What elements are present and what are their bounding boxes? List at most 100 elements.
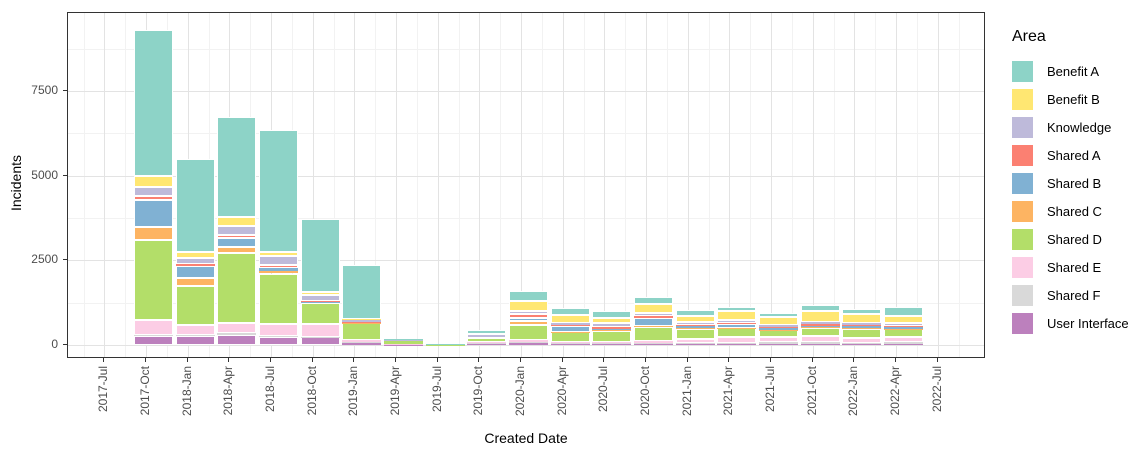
bar-segment xyxy=(134,175,173,187)
bar-segment xyxy=(134,199,173,227)
bar-segment xyxy=(467,337,507,342)
gridline-major-vertical xyxy=(896,13,897,357)
bar-segment xyxy=(134,319,173,335)
gridline-major-vertical xyxy=(687,13,689,357)
bar-segment xyxy=(300,300,340,302)
x-tick-label: 2019-Jan xyxy=(346,366,361,417)
bar-segment xyxy=(884,336,923,343)
bar-segment xyxy=(342,323,382,341)
bar-segment xyxy=(675,329,715,339)
bar-segment xyxy=(550,315,590,323)
gridline-major-horizontal xyxy=(68,345,984,346)
bar-segment xyxy=(509,300,548,311)
bar-segment xyxy=(217,234,257,238)
gridline-minor-vertical xyxy=(541,13,543,357)
bar-segment xyxy=(759,342,798,344)
bar-segment xyxy=(300,302,340,303)
legend-item: Shared A xyxy=(1012,144,1140,166)
legend-swatch xyxy=(1012,256,1033,278)
bar-segment xyxy=(217,253,257,324)
bar-segment xyxy=(717,343,757,345)
gridline-minor-vertical xyxy=(708,13,710,357)
bar-segment xyxy=(675,328,715,330)
gridline-major-vertical xyxy=(312,13,314,357)
bar-segment xyxy=(759,317,798,325)
bar-segment xyxy=(425,344,465,345)
x-tick-label: 2020-Apr xyxy=(554,366,569,416)
bar-segment xyxy=(259,323,298,337)
bar-segment xyxy=(592,323,632,327)
gridline-major-vertical xyxy=(104,13,106,357)
legend-item-label: Shared E xyxy=(1047,259,1102,275)
bar-segment xyxy=(759,312,798,318)
y-tick-mark xyxy=(63,344,67,345)
bar-segment xyxy=(134,186,173,196)
bar-segment xyxy=(134,195,173,200)
y-tick-mark xyxy=(63,259,67,261)
legend-item: Shared F xyxy=(1012,284,1140,306)
bar-segment xyxy=(717,323,757,324)
gridline-minor-vertical xyxy=(333,13,335,357)
gridline-minor-horizontal xyxy=(68,48,984,50)
gridline-minor-vertical xyxy=(958,13,960,357)
bar-segment xyxy=(259,251,298,256)
bar-segment xyxy=(592,343,632,344)
legend-swatch xyxy=(1012,172,1033,194)
x-tick-label: 2017-Jul xyxy=(96,366,111,413)
gridline-major-vertical xyxy=(729,13,731,357)
legend-swatch xyxy=(1012,88,1033,110)
bar-segment xyxy=(300,336,340,338)
bar-segment xyxy=(509,342,548,345)
bar-segment xyxy=(259,273,298,324)
bar-segment xyxy=(384,338,423,340)
bar-segment xyxy=(634,317,673,327)
bar-segment xyxy=(425,344,465,346)
bar-segment xyxy=(800,325,840,328)
x-tick-label: 2021-Jul xyxy=(763,366,777,413)
legend-item-label: Knowledge xyxy=(1047,119,1112,135)
legend-item-label: Benefit A xyxy=(1047,63,1100,79)
x-tick-mark xyxy=(603,358,605,362)
bar-segment xyxy=(175,286,215,326)
bar-segment xyxy=(467,344,507,345)
bar-segment xyxy=(759,327,798,329)
bar-segment xyxy=(342,321,382,323)
bar-segment xyxy=(634,343,673,345)
x-tick-label: 2022-Jan xyxy=(846,366,861,417)
x-tick-mark xyxy=(853,358,855,362)
bar-segment xyxy=(759,329,798,331)
bar-segment xyxy=(842,309,882,315)
bar-segment xyxy=(842,314,882,323)
bar-segment xyxy=(634,297,673,304)
bar-segment xyxy=(717,306,757,312)
bar-segment xyxy=(675,343,715,345)
legend-swatch xyxy=(1012,60,1033,82)
x-tick-mark xyxy=(770,358,771,362)
gridline-major-vertical xyxy=(604,13,606,357)
bar-segment xyxy=(217,334,257,345)
gridline-minor-horizontal xyxy=(68,217,984,219)
bar-segment xyxy=(884,315,923,323)
bar-segment xyxy=(134,240,173,320)
gridline-major-vertical xyxy=(479,13,481,357)
bar-segment xyxy=(384,343,423,345)
gridline-major-vertical xyxy=(562,13,564,357)
gridline-major-vertical xyxy=(854,13,856,357)
bar-segment xyxy=(259,336,298,338)
gridline-major-vertical xyxy=(812,13,814,357)
bar-segment xyxy=(800,305,840,311)
bar-segment xyxy=(342,342,382,343)
legend-item-label: Shared C xyxy=(1047,203,1102,219)
x-tick-mark xyxy=(436,358,438,362)
legend-items: Benefit A Benefit B Knowledge Shared A Share… xyxy=(1002,60,1140,334)
bar-segment xyxy=(884,328,923,330)
x-tick-label: 2018-Apr xyxy=(221,366,236,416)
x-tick-mark xyxy=(186,358,188,362)
gridline-minor-vertical xyxy=(416,13,418,357)
bar-segment xyxy=(884,342,923,344)
bar-segment xyxy=(509,317,548,322)
y-tick-label: 2500 xyxy=(31,252,58,267)
bar-segment xyxy=(675,338,715,343)
legend-item: Benefit A xyxy=(1012,60,1140,82)
